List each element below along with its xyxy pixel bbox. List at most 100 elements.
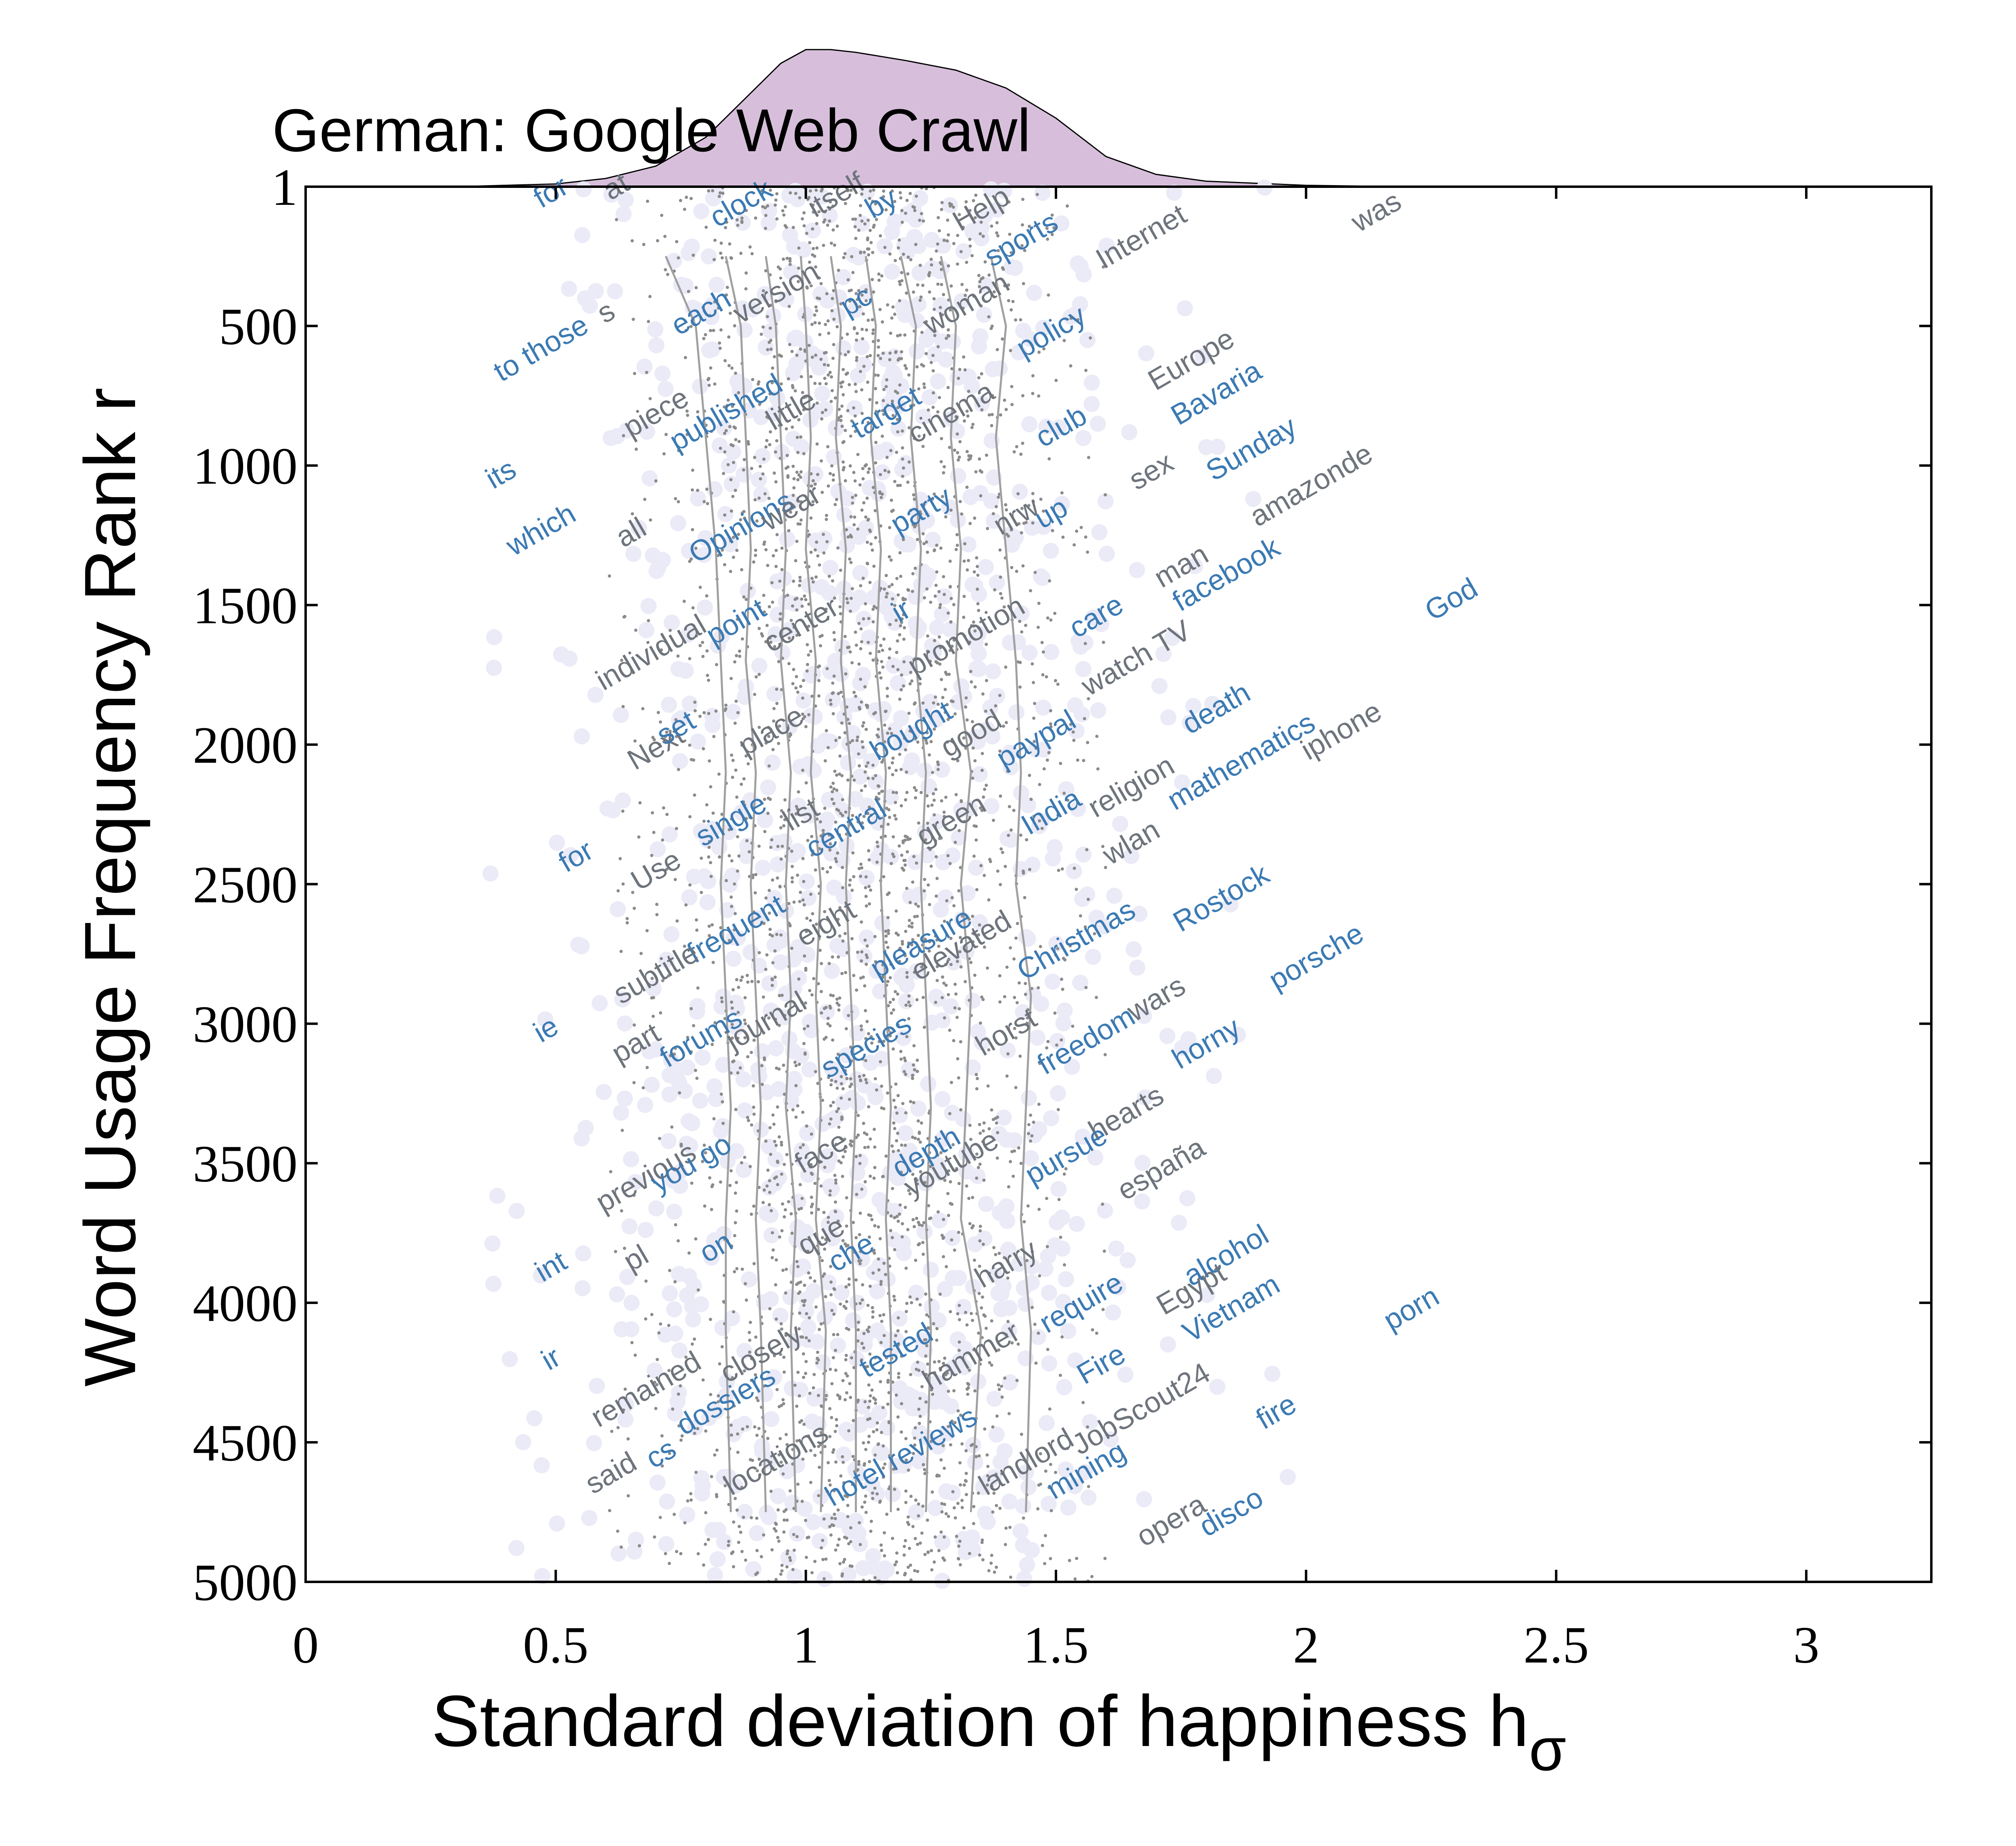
data-point [850,1083,853,1086]
data-point [689,1498,693,1502]
data-point [727,335,731,339]
data-point [655,902,658,906]
data-point [833,1173,837,1177]
data-point [754,675,758,679]
data-point [878,1314,882,1317]
data-point [791,1568,795,1571]
data-point [818,321,821,325]
data-point [930,1568,934,1572]
data-point [885,378,889,381]
word-marker [621,1218,638,1235]
data-point [900,221,904,224]
word-marker [891,1380,908,1396]
data-point [913,437,916,440]
word-marker [1004,536,1020,553]
data-point [979,1229,982,1233]
data-point [1012,957,1016,961]
data-point [1101,1308,1105,1311]
data-point [741,800,745,804]
data-point [828,1024,832,1027]
data-point [886,980,889,983]
data-point [872,1248,876,1252]
data-point [744,598,748,601]
data-point [768,326,772,330]
data-point [688,657,691,660]
word-marker [861,629,877,646]
data-point [1069,317,1073,320]
data-point [847,350,850,354]
data-point [860,1188,864,1191]
data-point [810,1205,813,1208]
data-point [719,346,722,350]
word-label: s [591,294,620,329]
word-marker [615,206,632,222]
data-point [844,1358,848,1361]
data-point [781,1269,785,1272]
data-point [938,662,941,666]
data-point [1025,1259,1029,1263]
data-point [771,1113,775,1117]
data-point [889,862,893,865]
data-point [662,740,666,744]
data-point [865,956,869,959]
data-point [837,1008,841,1012]
data-point [850,888,854,892]
word-marker [986,1469,1002,1486]
data-point [1013,1027,1016,1030]
data-point [929,600,933,604]
data-point [803,350,807,353]
word-marker [763,1227,780,1244]
data-point [856,1328,860,1331]
data-point [864,765,868,768]
data-point [950,739,954,743]
word-marker [798,873,815,890]
data-point [707,383,711,387]
data-point [786,1549,789,1553]
data-point [973,973,977,977]
word-marker [730,1419,746,1435]
data-point [785,454,789,457]
data-point [1043,1534,1047,1538]
data-point [908,729,912,733]
data-point [947,1214,950,1217]
word-marker [928,989,944,1005]
data-point [800,375,803,379]
data-point [825,292,829,296]
data-point [818,563,821,567]
data-point [841,814,844,817]
data-point [731,758,735,762]
data-point [893,990,897,994]
data-point [891,1537,894,1540]
data-point [986,1474,989,1477]
data-point [729,1169,733,1173]
data-point [723,513,727,517]
data-point [863,1146,866,1149]
data-point [837,408,841,411]
word-marker [867,1089,884,1105]
data-point [912,1452,915,1455]
data-point [829,400,833,403]
data-point [676,654,680,658]
data-point [801,696,804,700]
word-marker [849,1294,866,1311]
data-point [1003,398,1006,402]
data-point [828,1407,832,1411]
data-point [689,1050,693,1054]
data-point [967,917,971,921]
data-point [1054,679,1057,682]
word-marker [561,650,578,667]
word-marker [833,1284,850,1301]
data-point [908,1004,912,1007]
word-marker [693,203,710,219]
data-point [1000,1385,1003,1388]
data-point [785,1267,788,1271]
data-point [864,895,868,898]
data-point [958,1007,961,1011]
word-marker [782,227,798,243]
data-point [1076,318,1080,321]
data-point [781,1398,785,1402]
word-marker [788,329,804,346]
data-point [827,575,831,578]
data-point [843,1138,846,1141]
data-point [834,1548,837,1552]
